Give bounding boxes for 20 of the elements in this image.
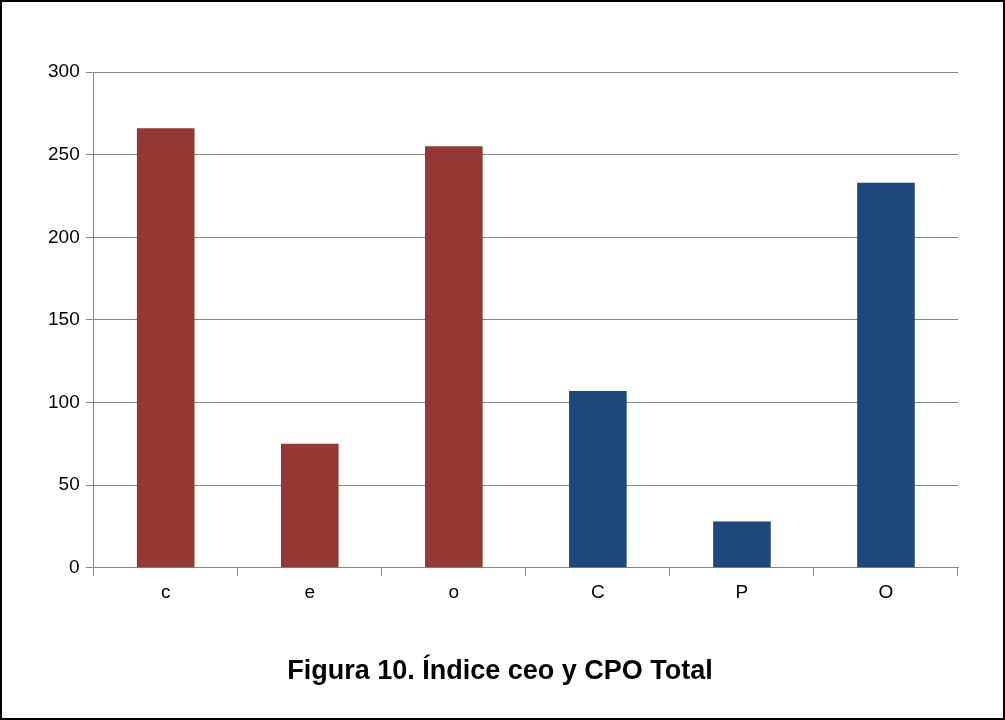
bar bbox=[569, 390, 627, 568]
y-tick-label: 150 bbox=[48, 308, 80, 330]
bar bbox=[857, 182, 915, 568]
x-tick-label: e bbox=[304, 581, 316, 603]
bar bbox=[136, 128, 195, 568]
x-tick-label: o bbox=[448, 581, 460, 603]
y-tick-label: 250 bbox=[48, 142, 80, 164]
x-tick-label: c bbox=[160, 581, 171, 603]
y-tick-label: 300 bbox=[48, 60, 80, 82]
bar bbox=[425, 146, 483, 568]
x-tick-label: P bbox=[735, 581, 749, 603]
bar bbox=[713, 521, 771, 568]
y-tick-label: 100 bbox=[48, 390, 80, 412]
x-tick-label: C bbox=[591, 581, 605, 603]
y-tick-label: 0 bbox=[69, 556, 80, 578]
y-tick-label: 200 bbox=[48, 225, 80, 247]
bar bbox=[280, 443, 339, 568]
text: Figura 10. Índice ceo y CPO Total bbox=[287, 654, 713, 686]
x-tick-label: O bbox=[878, 581, 894, 603]
y-tick-label: 50 bbox=[58, 473, 80, 495]
